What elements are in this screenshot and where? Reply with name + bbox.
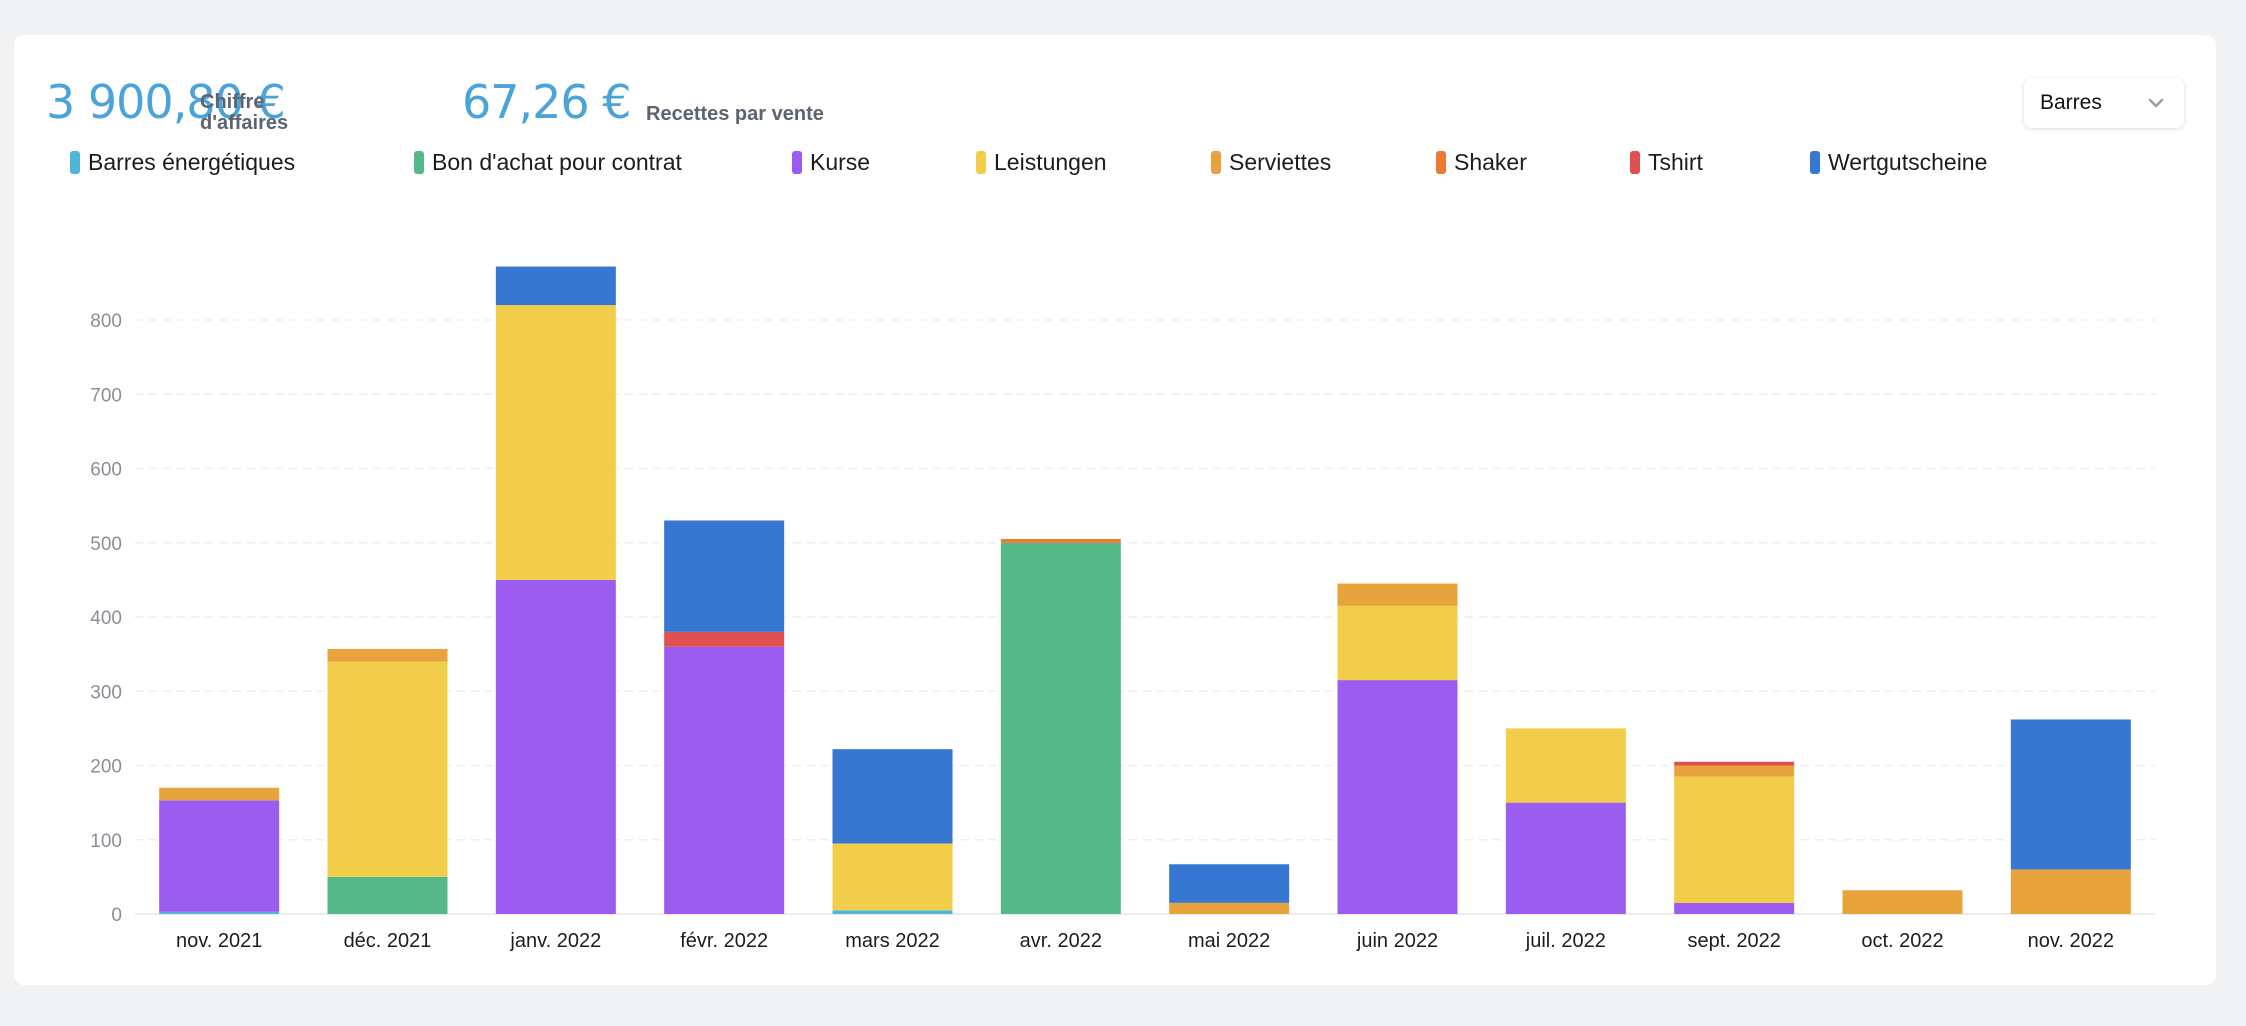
y-tick-label: 600 bbox=[90, 460, 122, 481]
x-tick-label: sept. 2022 bbox=[1687, 930, 1780, 952]
y-tick-label: 800 bbox=[90, 311, 122, 332]
x-tick-label: oct. 2022 bbox=[1861, 930, 1943, 952]
legend-item-shaker[interactable]: Shaker bbox=[1436, 147, 1527, 177]
x-tick-label: mars 2022 bbox=[845, 930, 940, 952]
bar-segment-bon-d-achat-pour-contrat[interactable] bbox=[1000, 542, 1121, 914]
y-tick-label: 300 bbox=[90, 682, 122, 703]
legend-swatch bbox=[1630, 150, 1640, 174]
x-tick-label: avr. 2022 bbox=[1020, 930, 1102, 952]
bar-segment-kurse[interactable] bbox=[1505, 802, 1626, 914]
bar-segment-wertgutscheine[interactable] bbox=[664, 520, 785, 632]
legend-item-wertgutscheine[interactable]: Wertgutscheine bbox=[1810, 147, 1987, 177]
bar-segment-serviettes[interactable] bbox=[2010, 869, 2131, 914]
bar-segment-wertgutscheine[interactable] bbox=[2010, 719, 2131, 870]
legend-item-bon-d-achat-pour-contrat[interactable]: Bon d'achat pour contrat bbox=[414, 147, 682, 177]
revenue-value: 3 900,80 € bbox=[46, 75, 286, 129]
legend-label: Leistungen bbox=[994, 148, 1107, 175]
x-tick-label: nov. 2022 bbox=[2028, 930, 2114, 952]
x-tick-label: juil. 2022 bbox=[1525, 930, 1606, 952]
legend-label: Wertgutscheine bbox=[1828, 148, 1988, 175]
bar-segment-kurse[interactable] bbox=[1337, 680, 1458, 914]
y-tick-label: 200 bbox=[90, 757, 122, 778]
bar-segment-shaker[interactable] bbox=[1000, 539, 1121, 543]
bar-segment-leistungen[interactable] bbox=[1505, 728, 1626, 803]
bar-segment-tshirt[interactable] bbox=[1674, 761, 1795, 766]
legend-swatch bbox=[1810, 150, 1820, 174]
bar-segment-leistungen[interactable] bbox=[1674, 776, 1795, 903]
bar-segment-tshirt[interactable] bbox=[664, 631, 785, 647]
bar-segment-serviettes[interactable] bbox=[1674, 765, 1795, 777]
bar-segment-bon-d-achat-pour-contrat[interactable] bbox=[327, 876, 448, 914]
legend-label: Barres énergétiques bbox=[88, 148, 296, 175]
y-tick-label: 100 bbox=[90, 831, 122, 852]
bar-segment-serviettes[interactable] bbox=[327, 648, 448, 662]
x-tick-label: juin 2022 bbox=[1356, 930, 1438, 952]
legend-label: Kurse bbox=[810, 148, 871, 175]
bar-segment-leistungen[interactable] bbox=[327, 661, 448, 877]
revenue-label: Chiffre d'affaires bbox=[200, 92, 288, 134]
bar-segment-kurse[interactable] bbox=[495, 579, 616, 914]
legend-item-barres-energetiques[interactable]: Barres énergétiques bbox=[70, 147, 295, 177]
bar-segment-serviettes[interactable] bbox=[1169, 902, 1290, 914]
bar-segment-kurse[interactable] bbox=[1674, 902, 1795, 914]
chart-type-select[interactable]: Barres bbox=[2024, 78, 2184, 128]
chart-type-select-value: Barres bbox=[2040, 91, 2102, 114]
legend-swatch bbox=[1211, 150, 1221, 174]
x-tick-label: févr. 2022 bbox=[680, 930, 768, 952]
bar-segment-leistungen[interactable] bbox=[1337, 605, 1458, 681]
bar-segment-wertgutscheine[interactable] bbox=[832, 749, 953, 844]
x-tick-label: janv. 2022 bbox=[509, 930, 601, 952]
bar-segment-barres-energetiques[interactable] bbox=[832, 910, 953, 914]
revenue-per-sale-label: Recettes par vente bbox=[646, 103, 824, 125]
y-tick-label: 700 bbox=[90, 385, 122, 406]
revenue-label-line1: Chiffre bbox=[200, 91, 265, 113]
y-tick-label: 400 bbox=[90, 608, 122, 629]
legend-swatch bbox=[1436, 150, 1446, 174]
bar-segment-wertgutscheine[interactable] bbox=[495, 266, 616, 306]
x-tick-label: déc. 2021 bbox=[344, 930, 432, 952]
bar-segment-leistungen[interactable] bbox=[832, 843, 953, 911]
legend-label: Tshirt bbox=[1648, 148, 1703, 175]
y-tick-label: 0 bbox=[111, 905, 122, 926]
legend-label: Shaker bbox=[1454, 148, 1527, 175]
bar-segment-serviettes[interactable] bbox=[1842, 890, 1963, 914]
x-tick-label: nov. 2021 bbox=[176, 930, 262, 952]
legend-item-tshirt[interactable]: Tshirt bbox=[1630, 147, 1703, 177]
y-tick-label: 500 bbox=[90, 534, 122, 555]
legend-swatch bbox=[70, 150, 80, 174]
legend-swatch bbox=[414, 150, 424, 174]
bar-segment-serviettes[interactable] bbox=[159, 787, 280, 801]
legend-swatch bbox=[792, 150, 802, 174]
bar-segment-serviettes[interactable] bbox=[1337, 583, 1458, 606]
bar-segment-kurse[interactable] bbox=[664, 646, 785, 914]
revenue-per-sale-value: 67,26 € bbox=[462, 75, 632, 129]
bar-segment-kurse[interactable] bbox=[159, 800, 280, 912]
legend-item-serviettes[interactable]: Serviettes bbox=[1211, 147, 1331, 177]
legend-label: Bon d'achat pour contrat bbox=[432, 148, 682, 175]
x-tick-label: mai 2022 bbox=[1188, 930, 1270, 952]
bar-segment-leistungen[interactable] bbox=[495, 305, 616, 580]
chevron-down-icon bbox=[2148, 98, 2164, 108]
bar-segment-wertgutscheine[interactable] bbox=[1169, 864, 1290, 903]
chart-legend: Barres énergétiques Bon d'achat pour cont… bbox=[70, 147, 2170, 183]
legend-swatch bbox=[976, 150, 986, 174]
legend-item-leistungen[interactable]: Leistungen bbox=[976, 147, 1107, 177]
bar-segment-barres-energetiques[interactable] bbox=[159, 911, 280, 914]
revenue-label-line2: d'affaires bbox=[200, 112, 289, 134]
legend-label: Serviettes bbox=[1229, 148, 1332, 175]
legend-item-kurse[interactable]: Kurse bbox=[792, 147, 870, 177]
